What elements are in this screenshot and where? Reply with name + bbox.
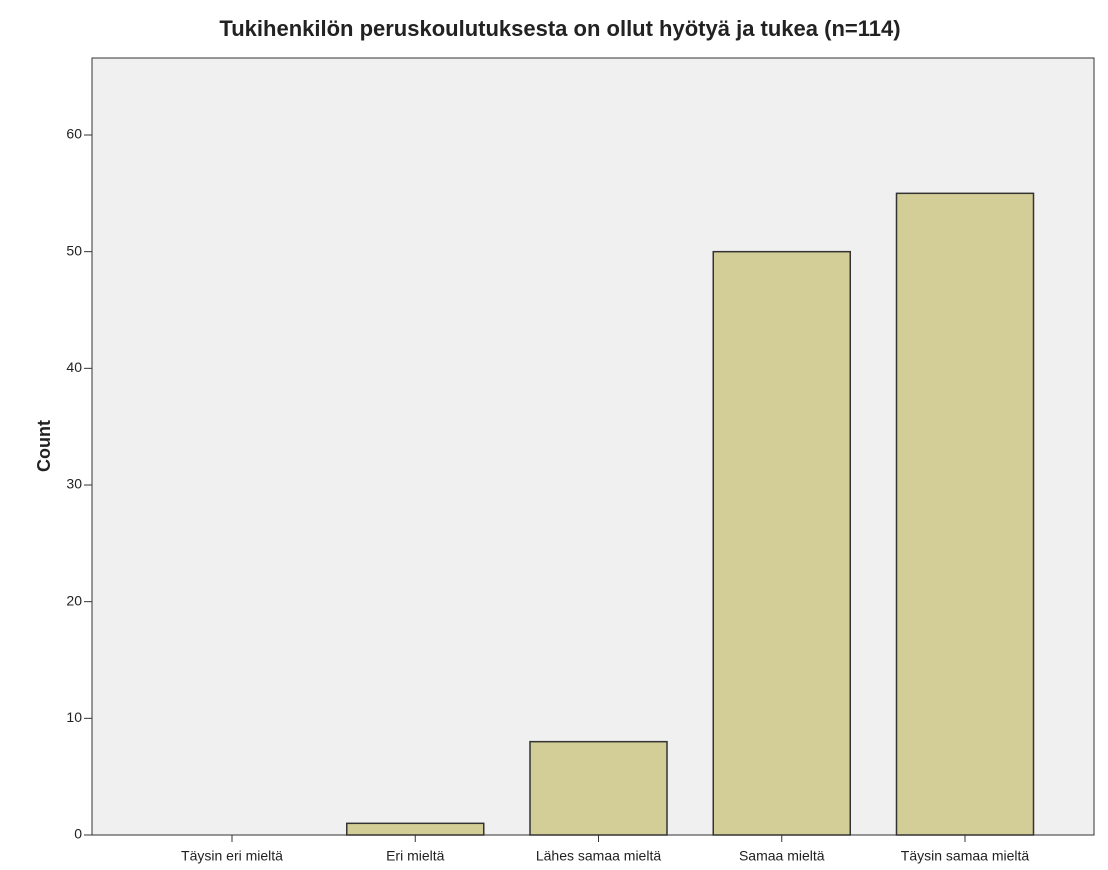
y-tick-label: 60 [66,126,82,142]
x-tick-label: Täysin samaa mieltä [901,848,1030,864]
y-tick-label: 30 [66,476,82,492]
x-tick-label: Eri mieltä [386,848,445,864]
bar [895,192,1035,836]
bar [529,740,668,836]
y-tick-label: 40 [66,359,82,375]
y-axis-label: Count [34,420,54,472]
y-tick-label: 10 [66,709,82,725]
y-tick-label: 20 [66,592,82,608]
bar [346,822,485,836]
chart-title: Tukihenkilön peruskoulutuksesta on ollut… [219,16,900,41]
y-tick-label: 0 [74,826,82,842]
x-tick-label: Samaa mieltä [739,848,825,864]
bar [712,250,851,836]
x-tick-label: Lähes samaa mieltä [536,848,662,864]
y-tick-label: 50 [66,242,82,258]
x-tick-label: Täysin eri mieltä [181,848,283,864]
